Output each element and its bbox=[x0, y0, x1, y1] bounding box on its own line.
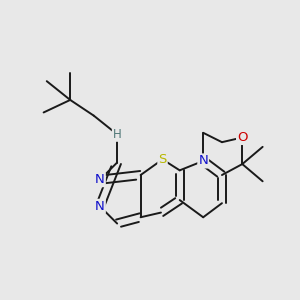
Text: O: O bbox=[237, 131, 247, 144]
Text: S: S bbox=[158, 153, 167, 166]
Text: N: N bbox=[198, 154, 208, 167]
Text: H: H bbox=[113, 128, 122, 141]
Text: N: N bbox=[95, 173, 105, 186]
Text: N: N bbox=[95, 200, 105, 213]
